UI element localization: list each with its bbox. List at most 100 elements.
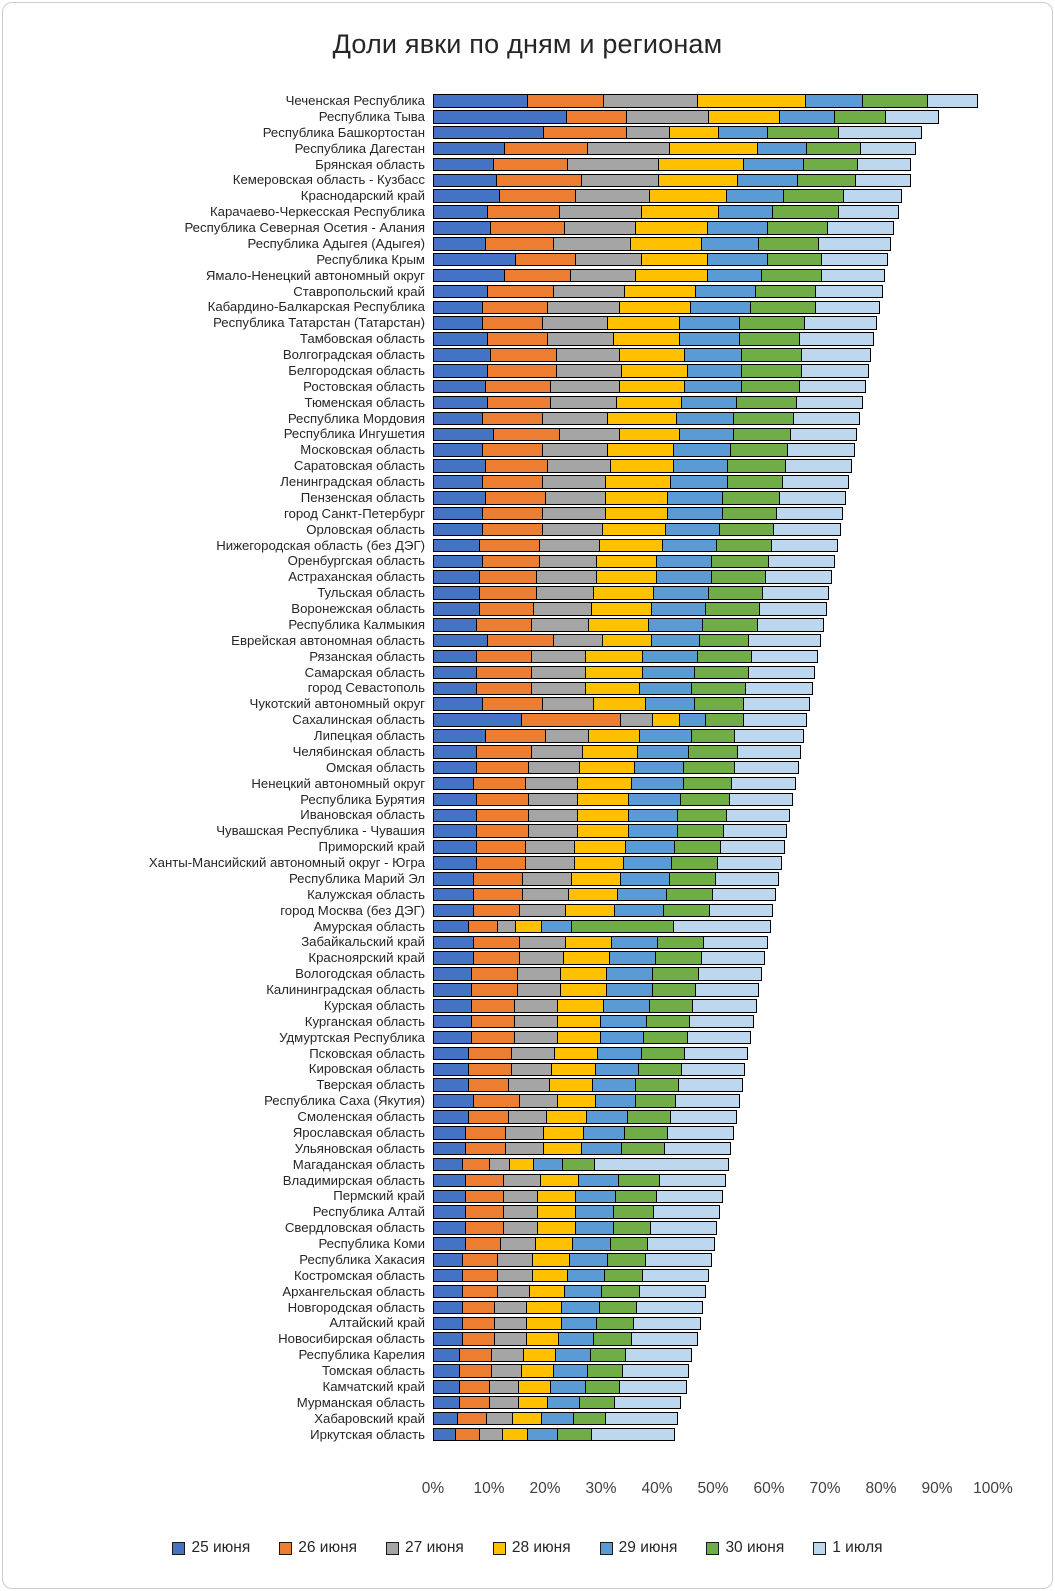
bar-segment <box>481 411 544 426</box>
bar-row: Республика Марий Эл <box>3 871 1052 887</box>
bar-segment <box>579 1395 616 1410</box>
bar-segment <box>470 967 519 981</box>
bar-segment <box>481 506 544 521</box>
bar-track <box>433 808 993 823</box>
bar-segment <box>665 887 714 902</box>
bar-segment <box>657 935 705 950</box>
bar-segment <box>635 268 709 283</box>
category-label: город Москва (без ДЭГ) <box>280 902 425 918</box>
category-label: Воронежская область <box>291 601 425 616</box>
bar-segment <box>725 808 791 823</box>
bar-segment <box>433 887 475 902</box>
bar-segment <box>741 348 803 362</box>
bar-segment <box>738 332 801 346</box>
bar-segment <box>625 1348 693 1362</box>
bar-segment <box>433 554 484 569</box>
legend-item-label: 29 июня <box>618 1539 678 1556</box>
bar-track <box>433 332 993 346</box>
bar-row: Омская область <box>3 760 1052 776</box>
bar-segment <box>603 999 651 1013</box>
bar-segment <box>573 856 625 870</box>
bar-segment <box>544 729 590 743</box>
bar-segment <box>611 935 659 950</box>
bar-segment <box>473 935 521 950</box>
bar-segment <box>667 506 724 521</box>
bar-segment <box>619 872 671 886</box>
bar-segment <box>804 316 877 330</box>
category-label: Республика Мордовия <box>287 410 425 426</box>
bar-segment <box>555 348 621 362</box>
bar-segment <box>766 221 829 235</box>
bar-segment <box>485 1411 514 1426</box>
bar-segment <box>565 935 613 950</box>
bar-segment <box>515 919 543 934</box>
bar-segment <box>651 967 700 981</box>
bar-segment <box>490 348 558 362</box>
bar-segment <box>593 1332 633 1346</box>
bar-segment <box>565 903 616 918</box>
bar-segment <box>576 824 630 838</box>
category-label: Алтайский край <box>329 1315 425 1331</box>
bar-track <box>433 951 993 965</box>
bar-segment <box>557 1030 602 1045</box>
category-label: Удмуртская Республика <box>279 1029 425 1045</box>
category-label: Еврейская автономная область <box>231 632 425 648</box>
bar-row: Республика Хакасия <box>3 1252 1052 1268</box>
bar-segment <box>491 1364 523 1378</box>
category-label: Республика Тыва <box>318 108 425 124</box>
bar-segment <box>433 983 473 997</box>
bar-segment <box>433 999 473 1013</box>
bar-segment <box>433 141 506 156</box>
bar-segment <box>678 713 707 727</box>
bar-segment <box>607 443 675 457</box>
bar-row: Пермский край <box>3 1188 1052 1204</box>
bar-track <box>433 1427 993 1442</box>
bar-segment <box>755 284 817 299</box>
bar-segment <box>628 808 679 823</box>
bar-segment <box>433 1046 470 1061</box>
bar-segment <box>682 776 733 791</box>
bar-segment <box>562 1157 596 1172</box>
bar-segment <box>563 1284 603 1299</box>
bar-segment <box>533 602 593 616</box>
bar-track <box>433 1300 993 1315</box>
bar-segment <box>525 856 576 870</box>
bar-segment <box>642 665 696 680</box>
bar-segment <box>541 316 609 330</box>
bar-track <box>433 1364 993 1378</box>
bar-segment <box>711 887 777 902</box>
bar-segment <box>675 411 735 426</box>
bar-row: Костромская область <box>3 1268 1052 1284</box>
bar-segment <box>644 1253 712 1267</box>
bar-segment <box>687 364 743 378</box>
bar-segment <box>476 760 530 775</box>
bar-segment <box>433 1110 470 1124</box>
bar-segment <box>657 157 745 172</box>
bar-track <box>433 776 993 791</box>
bar-segment <box>643 1030 689 1045</box>
x-tick-label: 0% <box>421 1480 445 1497</box>
bar-segment <box>733 411 795 426</box>
bar-segment <box>727 475 784 489</box>
bar-segment <box>433 1014 473 1029</box>
bar-segment <box>672 919 771 934</box>
bar-segment <box>587 618 650 632</box>
bar-segment <box>549 1380 587 1394</box>
bar-segment <box>599 538 664 553</box>
bar-segment <box>798 332 875 346</box>
bar-segment <box>551 1062 597 1077</box>
bar-segment <box>488 1395 520 1410</box>
bar-segment <box>717 205 774 219</box>
legend-item: 29 июня <box>599 1539 678 1557</box>
bar-row: Республика Тыва <box>3 109 1052 125</box>
category-label: Оренбургская область <box>287 553 425 569</box>
bar-segment <box>527 824 579 838</box>
bar-segment <box>543 1141 583 1156</box>
bar-row: Краснодарский край <box>3 188 1052 204</box>
bar-segment <box>613 1395 681 1410</box>
bar-segment <box>628 824 679 838</box>
category-label: Приморский край <box>318 839 425 855</box>
bar-segment <box>628 792 682 807</box>
bar-segment <box>536 570 598 584</box>
